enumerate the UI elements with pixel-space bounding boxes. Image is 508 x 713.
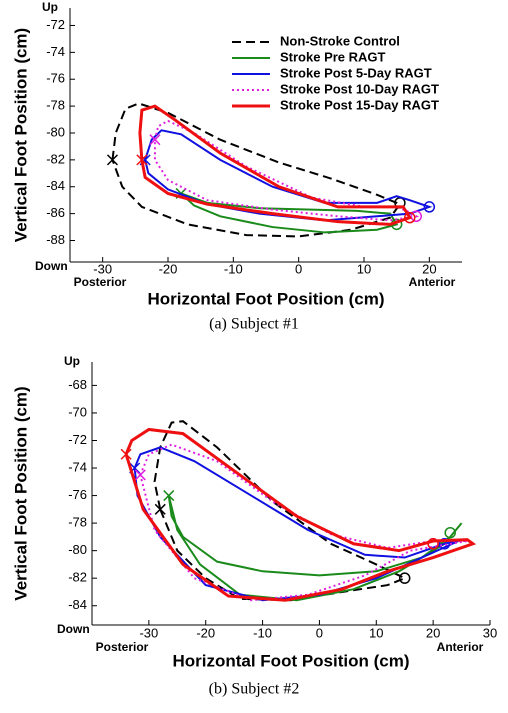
end-marker [444,526,456,539]
x-right-label: Anterior [409,275,456,289]
legend-label: Stroke Post 15-Day RAGT [280,97,439,112]
legend-label: Stroke Post 10-Day RAGT [280,81,439,96]
trajectory [124,427,477,602]
x-tick-label: 10 [369,625,383,640]
x-axis-title: Horizontal Foot Position (cm) [172,651,409,670]
x-left-label: Posterior [96,640,149,654]
x-left-label: Posterior [74,275,127,289]
end-marker [403,211,416,224]
x-tick-label: 0 [295,261,302,276]
y-tick-label: -70 [68,404,87,419]
trajectory [153,119,420,222]
y-tick-label: -76 [68,487,87,502]
legend-label: Stroke Post 5-Day RAGT [280,65,432,80]
x-tick-label: -30 [93,261,112,276]
y-tick-label: -80 [46,124,65,139]
start-marker [120,448,132,460]
y-tick-label: -88 [46,232,65,247]
x-tick-label: -20 [196,625,215,640]
start-marker [154,503,166,515]
trajectory [167,495,463,602]
y-axis-title: Vertical Foot Position (cm) [11,28,30,242]
start-marker [136,154,148,166]
y-tick-label: -84 [46,178,65,193]
y-tick-label: -74 [68,459,87,474]
trajectory [111,102,402,238]
y-tick-label: -68 [68,377,87,392]
x-tick-label: -30 [139,625,158,640]
trajectory [153,420,408,602]
y-tick-label: -84 [68,597,87,612]
x-right-label: Anterior [437,640,484,654]
y-bottom-label: Down [35,259,68,273]
end-marker [423,201,436,213]
trajectory [138,104,412,226]
y-tick-label: -78 [46,98,65,113]
y-bottom-label: Down [57,622,90,636]
caption: (a) Subject #1 [209,316,299,333]
start-marker [134,469,146,481]
x-tick-label: 20 [426,625,440,640]
y-top-label: Up [42,0,58,14]
y-tick-label: -72 [46,17,65,32]
end-marker [410,210,423,223]
caption: (b) Subject #2 [209,681,300,698]
legend-label: Stroke Pre RAGT [280,49,386,64]
x-tick-label: 20 [422,261,436,276]
y-tick-label: -80 [68,542,87,557]
end-marker [398,572,411,584]
x-tick-label: -10 [253,625,272,640]
y-top-label: Up [64,354,80,368]
x-axis-title: Horizontal Foot Position (cm) [147,289,384,308]
y-tick-label: -86 [46,205,65,220]
x-tick-label: -20 [159,261,178,276]
x-tick-label: 0 [316,625,323,640]
end-marker [427,538,439,550]
start-marker [149,134,161,146]
y-tick-label: -76 [46,71,65,86]
y-tick-label: -72 [68,432,87,447]
trajectory [133,446,462,602]
trajectory [180,192,399,234]
trajectory [139,443,468,602]
start-marker [106,154,118,166]
y-tick-label: -82 [68,570,87,585]
x-tick-label: -10 [224,261,243,276]
y-axis-title: Vertical Foot Position (cm) [11,386,30,600]
legend-label: Non-Stroke Control [280,33,400,48]
start-marker [163,490,175,502]
x-tick-label: 10 [357,261,371,276]
end-marker [438,538,451,550]
x-tick-label: 30 [483,625,497,640]
y-tick-label: -74 [46,44,65,59]
y-tick-label: -78 [68,515,87,530]
y-tick-label: -82 [46,151,65,166]
